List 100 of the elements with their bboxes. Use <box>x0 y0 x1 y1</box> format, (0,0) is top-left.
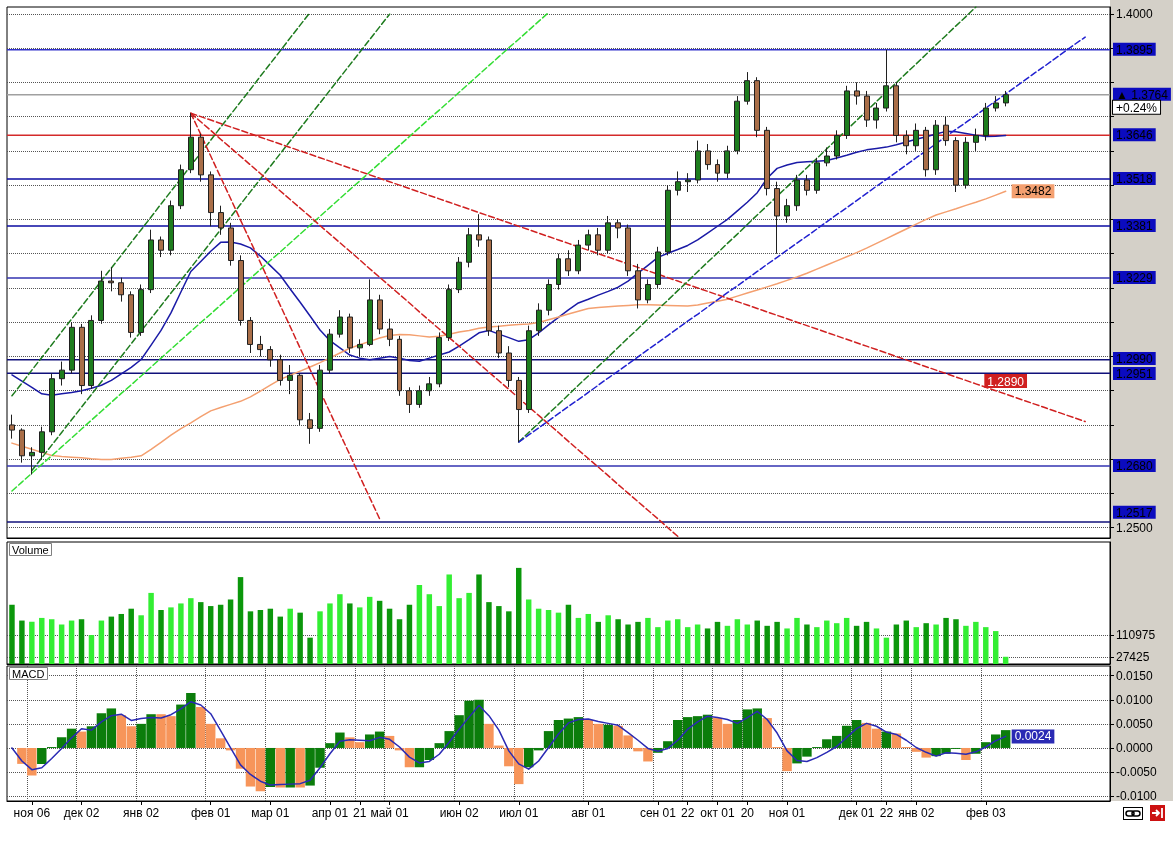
candlestick <box>128 290 134 339</box>
bar <box>883 637 890 664</box>
candlestick <box>138 283 144 337</box>
bar <box>575 617 582 664</box>
candlestick <box>406 386 412 414</box>
bar <box>78 619 85 664</box>
x-tick-label: ноя 01 <box>768 806 806 820</box>
bar <box>873 628 880 664</box>
candlestick <box>983 102 989 142</box>
line-series <box>31 13 391 472</box>
bar <box>784 628 790 664</box>
bar <box>406 604 413 664</box>
candlestick <box>784 198 790 224</box>
candlestick <box>715 158 720 183</box>
bar <box>247 611 254 664</box>
candlestick <box>744 71 750 106</box>
bar <box>337 594 343 664</box>
candlestick <box>506 345 512 388</box>
candlestick <box>397 335 402 397</box>
bar <box>933 624 939 664</box>
candlestick <box>277 354 283 387</box>
ref-line-label: ▲ 1.3764 +0.24% <box>1116 87 1169 115</box>
ref-line-label: 1.3895 <box>1116 42 1154 57</box>
bar <box>98 620 105 664</box>
bar <box>426 594 433 664</box>
bar <box>913 627 919 664</box>
chart-title: Volume <box>12 543 49 556</box>
bar <box>535 608 542 664</box>
candlestick <box>446 283 452 342</box>
candlestick <box>357 338 363 357</box>
bar <box>275 747 285 788</box>
candlestick <box>834 129 840 160</box>
bar <box>853 625 860 664</box>
bar <box>893 624 900 664</box>
candlestick <box>9 414 15 440</box>
bar <box>58 624 65 664</box>
bar <box>863 621 870 664</box>
candlestick <box>556 253 561 291</box>
data-label: 0.0024 <box>1014 729 1052 744</box>
candlestick <box>605 215 611 255</box>
candlestick <box>287 364 293 395</box>
bar <box>555 612 562 664</box>
ref-line-label: 1.3518 <box>1116 171 1154 186</box>
candlestick <box>456 256 462 294</box>
bar <box>516 567 522 664</box>
candlestick <box>516 376 522 443</box>
bar <box>178 603 184 664</box>
x-tick-label: авг 01 <box>571 806 606 820</box>
candlestick <box>595 227 601 256</box>
candlestick <box>228 222 234 267</box>
y-tick-label: 110975 <box>1116 627 1156 642</box>
candlestick <box>615 218 621 239</box>
bar <box>37 747 47 764</box>
bar <box>615 619 621 664</box>
x-tick-label: 22 <box>681 806 695 820</box>
x-tick-label: сен 01 <box>639 806 677 820</box>
candlestick <box>49 373 55 436</box>
ref-line-label: 1.3646 <box>1116 128 1154 143</box>
x-tick-label: дек 01 <box>838 806 875 820</box>
bar <box>665 620 671 664</box>
bar <box>714 621 721 664</box>
bar <box>645 617 651 664</box>
bar <box>565 604 572 664</box>
candlestick <box>98 270 104 325</box>
bar <box>287 608 293 664</box>
bar <box>148 592 154 664</box>
y-tick-label: -0.0050 <box>1116 765 1158 780</box>
bar <box>764 625 770 664</box>
candlestick <box>1003 90 1009 107</box>
bar <box>734 619 741 664</box>
candlestick <box>19 427 25 464</box>
candlestick <box>198 133 204 183</box>
bar <box>198 602 204 664</box>
bar <box>19 620 25 664</box>
candlestick <box>218 205 224 236</box>
bar <box>973 621 979 664</box>
candlestick <box>625 224 631 277</box>
x-tick-label: 22 <box>879 806 894 820</box>
x-tick-label: окт 01 <box>700 806 735 820</box>
candlestick <box>148 229 154 294</box>
candlestick <box>854 81 860 106</box>
bar <box>486 602 492 664</box>
bar <box>376 600 383 664</box>
bar <box>625 624 631 664</box>
bar <box>675 619 681 664</box>
candlestick <box>178 164 184 210</box>
bar <box>943 617 949 664</box>
bar <box>366 596 373 664</box>
bar <box>386 608 393 664</box>
bar <box>48 619 55 664</box>
ref-line-label: 1.2517 <box>1116 505 1154 520</box>
candlestick <box>943 116 949 147</box>
candlestick <box>208 170 214 227</box>
x-tick-label: фев 01 <box>190 806 231 820</box>
candlestick <box>496 325 502 359</box>
candlestick <box>377 294 383 335</box>
bar <box>603 724 613 748</box>
bar <box>257 610 264 664</box>
bar <box>782 747 792 772</box>
bar <box>843 617 850 664</box>
